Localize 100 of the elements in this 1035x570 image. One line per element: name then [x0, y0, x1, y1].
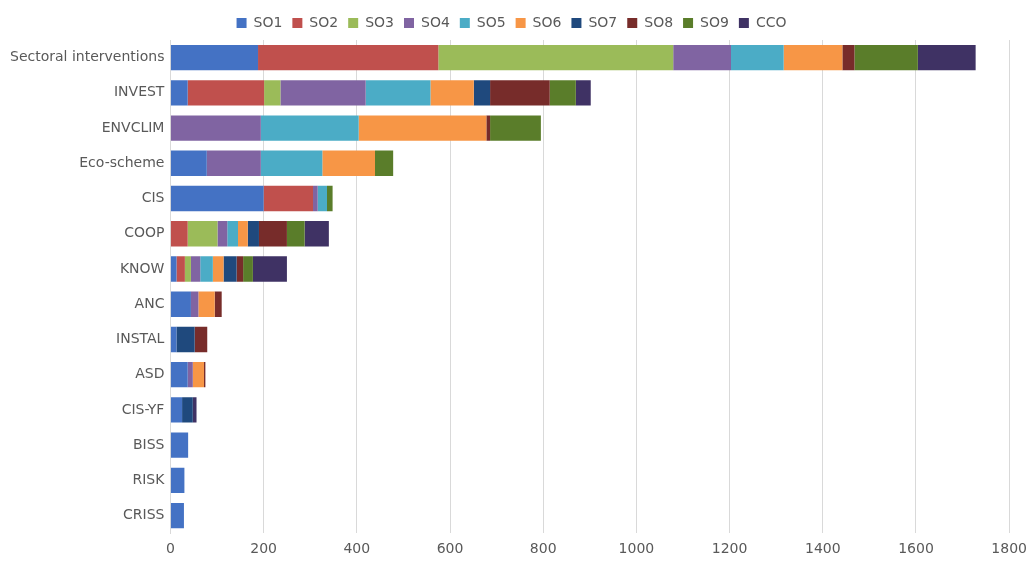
- x-tick-label: 400: [343, 540, 371, 557]
- bar: [170, 256, 177, 282]
- bar: [170, 150, 207, 176]
- bar: [170, 115, 261, 141]
- y-tick-label: INVEST: [113, 83, 165, 100]
- bar: [280, 80, 366, 106]
- x-tick-label: 1200: [711, 540, 748, 557]
- y-tick-label: COOP: [124, 224, 165, 241]
- x-tick-label: 600: [436, 540, 464, 557]
- bar: [236, 256, 244, 282]
- bar: [842, 44, 855, 71]
- bar: [170, 185, 264, 212]
- y-tick-label: ANC: [134, 294, 165, 311]
- bar: [194, 326, 208, 353]
- bar: [304, 221, 329, 247]
- bar: [365, 80, 431, 106]
- bar: [260, 115, 359, 141]
- bar: [317, 185, 327, 212]
- bar: [490, 80, 550, 106]
- bar: [212, 256, 224, 282]
- bar: [673, 44, 731, 71]
- x-tick-label: 800: [529, 540, 557, 557]
- legend-label: SO9: [700, 13, 729, 30]
- bar: [252, 256, 287, 282]
- bar: [170, 80, 188, 106]
- bar: [206, 150, 261, 176]
- bar: [217, 221, 228, 247]
- y-tick-label: BISS: [132, 435, 165, 452]
- bar: [783, 44, 843, 71]
- bar: [187, 221, 218, 247]
- bar: [170, 502, 184, 529]
- y-tick-label: Eco-scheme: [79, 153, 165, 170]
- bar: [286, 221, 305, 247]
- legend-label: SO7: [588, 13, 618, 30]
- x-tick-label: 1400: [804, 540, 841, 557]
- bar: [170, 467, 185, 494]
- x-tick-label: 1000: [618, 540, 655, 557]
- bar: [358, 115, 487, 141]
- x-tick-label: 200: [250, 540, 277, 557]
- bar: [187, 80, 265, 106]
- y-tick-label: CIS: [141, 189, 165, 206]
- bar: [264, 80, 281, 106]
- bar: [170, 397, 183, 423]
- bar: [486, 115, 491, 141]
- bar: [198, 291, 215, 317]
- bar: [731, 44, 784, 71]
- bar: [473, 80, 491, 106]
- bar: [258, 221, 287, 247]
- bar: [238, 221, 248, 247]
- y-tick-label: ASD: [135, 365, 165, 382]
- legend-label: SO8: [644, 13, 674, 30]
- bar: [327, 185, 333, 212]
- x-tick-label: 1800: [991, 540, 1028, 557]
- bar: [374, 150, 394, 176]
- y-tick-label: INSTAL: [116, 330, 165, 347]
- bar: [575, 80, 591, 106]
- x-tick-label: 1600: [898, 540, 934, 557]
- bar: [214, 291, 222, 317]
- bar: [322, 150, 375, 176]
- y-tick-label: CIS-YF: [121, 400, 165, 417]
- bar: [170, 361, 188, 388]
- bar: [190, 256, 201, 282]
- y-tick-label: ENVCLIM: [101, 118, 165, 135]
- bar: [247, 221, 259, 247]
- bar: [170, 432, 189, 458]
- bar: [192, 361, 204, 388]
- bar: [854, 44, 918, 71]
- legend-label: SO4: [420, 13, 450, 30]
- bar: [170, 44, 259, 71]
- bar: [187, 361, 193, 388]
- bar: [260, 150, 323, 176]
- bar: [490, 115, 541, 141]
- legend-label: SO2: [309, 13, 339, 30]
- bar: [223, 256, 237, 282]
- bar: [438, 44, 674, 71]
- bar: [430, 80, 474, 106]
- legend-label: SO3: [365, 13, 395, 30]
- bar: [184, 256, 191, 282]
- bar: [313, 185, 318, 212]
- bar: [170, 291, 191, 317]
- legend-label: CCO: [755, 13, 787, 30]
- legend-label: SO1: [253, 13, 283, 30]
- bar: [176, 326, 195, 353]
- legend-label: SO6: [532, 13, 562, 30]
- bar: [258, 44, 439, 71]
- legend-label: SO5: [476, 13, 506, 30]
- bar: [192, 397, 197, 423]
- y-tick-label: KNOW: [119, 259, 165, 276]
- bar: [190, 291, 199, 317]
- bar: [549, 80, 576, 106]
- bar: [170, 221, 188, 247]
- x-tick-label: 0: [165, 540, 175, 557]
- bar: [263, 185, 314, 212]
- bar: [200, 256, 213, 282]
- bar: [176, 256, 185, 282]
- bar: [227, 221, 238, 247]
- bar: [243, 256, 253, 282]
- y-tick-label: CRISS: [123, 506, 165, 523]
- bar: [182, 397, 193, 423]
- y-tick-label: Sectoral interventions: [9, 48, 165, 65]
